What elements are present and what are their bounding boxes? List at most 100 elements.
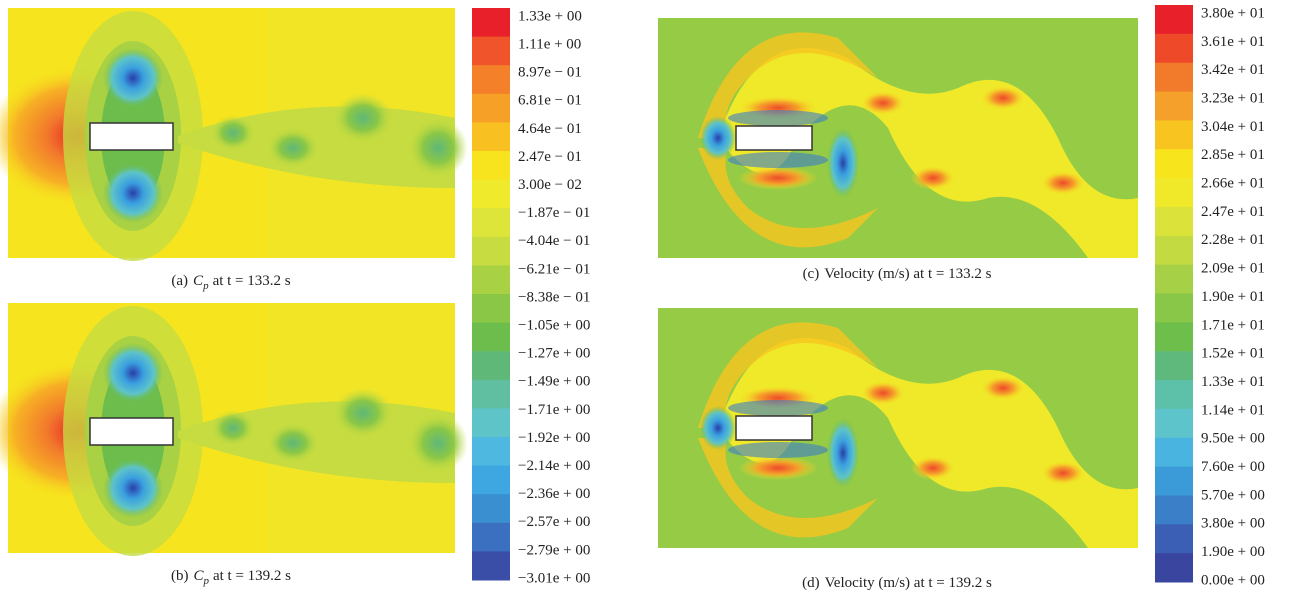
caption-label: (b) xyxy=(171,568,189,584)
colorbar-band xyxy=(1155,408,1193,439)
colorbar-band xyxy=(472,522,510,552)
colorbar-band xyxy=(472,236,510,266)
colorbar-label: 1.33e + 01 xyxy=(1201,374,1265,390)
colorbar-band xyxy=(1155,553,1193,583)
caption-label: (c) xyxy=(803,266,820,282)
caption-subscript: p xyxy=(202,575,209,587)
colorbar-label: 1.33e + 00 xyxy=(518,8,582,24)
colorbar-label: 1.71e + 01 xyxy=(1201,317,1265,333)
colorbar-band xyxy=(1155,380,1193,410)
colorbar-band xyxy=(472,65,510,95)
colorbar-band xyxy=(472,208,510,238)
colorbar-label: 3.23e + 01 xyxy=(1201,90,1265,106)
colorbar-band xyxy=(472,551,510,581)
caption-text: at t = 133.2 s xyxy=(213,273,291,289)
colorbar-band xyxy=(472,8,510,38)
caption-symbol: C xyxy=(193,568,204,584)
colorbar-label: −8.38e − 01 xyxy=(518,289,590,305)
colorbar-band xyxy=(1155,235,1193,266)
colorbar-label: 1.11e + 00 xyxy=(518,37,581,53)
colorbar-band xyxy=(1155,437,1193,468)
colorbar-band xyxy=(472,265,510,295)
colorbar-band xyxy=(1155,322,1193,352)
colorbar-label: 8.97e − 01 xyxy=(518,65,582,81)
contour-plot xyxy=(657,17,1139,259)
captions: (a) Cp at t = 133.2 s (b) Cp at t = 139.2 s (c… xyxy=(171,266,992,591)
colorbar-label: −1.49e + 00 xyxy=(518,374,590,390)
colorbar-label: 3.04e + 01 xyxy=(1201,119,1265,135)
colorbar-band xyxy=(472,408,510,438)
caption: (b) Cp at t = 139.2 s xyxy=(171,568,291,586)
caption-subscript: p xyxy=(202,280,209,292)
colorbar-band xyxy=(472,322,510,352)
colorbar-band xyxy=(1155,178,1193,208)
colorbar-label: 2.28e + 01 xyxy=(1201,232,1265,248)
colorbar-band xyxy=(1155,293,1193,323)
colorbar-label: 3.80e + 01 xyxy=(1201,5,1265,21)
colorbar-label: 3.42e + 01 xyxy=(1201,62,1265,78)
colorbar-band xyxy=(472,465,510,495)
colorbar-band xyxy=(1155,33,1193,64)
colorbar-band xyxy=(1155,62,1193,93)
caption: (a) Cp at t = 133.2 s xyxy=(171,273,290,291)
colorbar-label: −1.05e + 00 xyxy=(518,318,590,334)
colorbar-label: −1.92e + 00 xyxy=(518,430,590,446)
colorbar-band xyxy=(472,379,510,409)
colorbar-label: 1.90e + 00 xyxy=(1201,544,1265,560)
colorbar-label: 1.52e + 01 xyxy=(1201,346,1265,362)
colorbar-label: −4.04e − 01 xyxy=(518,233,590,249)
caption: (c) Velocity (m/s) at t = 133.2 s xyxy=(803,266,992,282)
colorbar-label: 3.61e + 01 xyxy=(1201,34,1265,50)
colorbar-band xyxy=(1155,5,1193,35)
colorbar-band xyxy=(1155,149,1193,179)
colorbar-label: 3.00e − 02 xyxy=(518,177,582,193)
colorbar-band xyxy=(472,294,510,324)
caption-label: (a) xyxy=(171,273,188,289)
caption-text: at t = 139.2 s xyxy=(213,568,291,584)
colorbar-band xyxy=(472,351,510,381)
colorbar-band xyxy=(472,93,510,123)
colorbar-band xyxy=(472,437,510,467)
contour-plot xyxy=(657,307,1139,549)
colorbar-label: −2.36e + 00 xyxy=(518,486,590,502)
colorbar-label: 2.85e + 01 xyxy=(1201,147,1265,163)
colorbar-label: −2.14e + 00 xyxy=(518,458,590,474)
colorbar-label: −3.01e + 00 xyxy=(518,570,590,586)
colorbar-label: 5.70e + 00 xyxy=(1201,487,1265,503)
caption-text: Velocity (m/s) at t = 139.2 s xyxy=(825,575,992,591)
colorbar-label: 2.47e + 01 xyxy=(1201,204,1265,220)
colorbar-label: 7.60e + 00 xyxy=(1201,459,1265,475)
colorbars: 1.33e + 00 1.11e + 00 8.97e − 01 6.81e − 01… xyxy=(472,5,1265,588)
colorbar-band xyxy=(1155,264,1193,294)
colorbar-band xyxy=(472,122,510,152)
caption-label: (d) xyxy=(802,575,820,591)
colorbar-label: 2.47e − 01 xyxy=(518,149,582,165)
colorbar-band xyxy=(1155,495,1193,525)
colorbar-band xyxy=(472,494,510,524)
colorbar-label: −2.79e + 00 xyxy=(518,542,590,558)
caption: (d) Velocity (m/s) at t = 139.2 s xyxy=(802,575,992,591)
colorbar-label: 4.64e − 01 xyxy=(518,121,582,137)
colorbar-label: 0.00e + 00 xyxy=(1201,572,1265,588)
colorbar-label: −1.71e + 00 xyxy=(518,402,590,418)
colorbar-label: 1.14e + 01 xyxy=(1201,402,1265,418)
colorbar-label: −1.27e + 00 xyxy=(518,346,590,362)
colorbar-band xyxy=(472,179,510,209)
colorbar-band xyxy=(1155,91,1193,121)
colorbar-band xyxy=(1155,524,1193,554)
colorbar-label: 2.66e + 01 xyxy=(1201,176,1265,192)
colorbar-band xyxy=(1155,351,1193,381)
colorbar-label: 9.50e + 00 xyxy=(1201,431,1265,447)
colorbar-band xyxy=(1155,466,1193,496)
colorbar-band xyxy=(472,151,510,181)
colorbar-label: 1.90e + 01 xyxy=(1201,289,1265,305)
caption-text: Velocity (m/s) at t = 133.2 s xyxy=(824,266,991,282)
contour-plot xyxy=(0,7,469,262)
colorbar-band xyxy=(1155,206,1193,237)
colorbar-band xyxy=(472,36,510,66)
colorbar-band xyxy=(1155,120,1193,150)
colorbar-label: 2.09e + 01 xyxy=(1201,261,1265,277)
contour-plot xyxy=(0,302,469,557)
colorbar-label: 3.80e + 00 xyxy=(1201,516,1265,532)
